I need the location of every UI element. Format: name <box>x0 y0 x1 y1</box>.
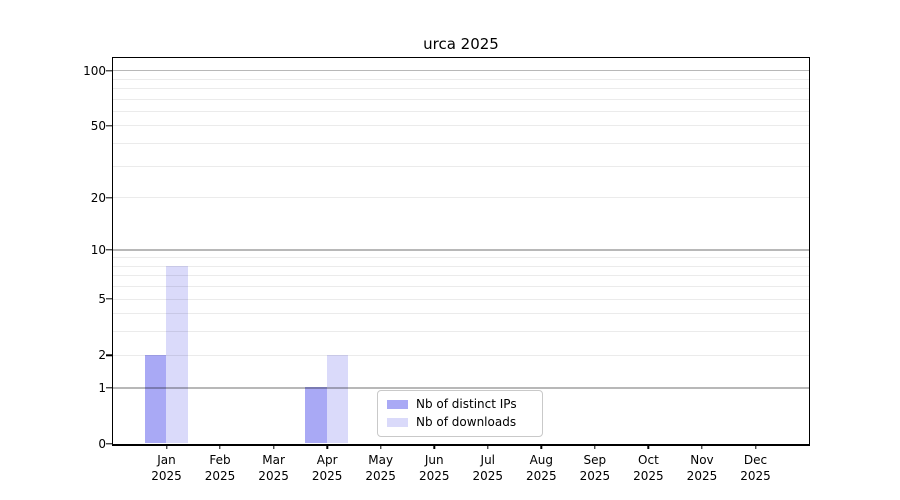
gridline-minor-4 <box>112 313 809 315</box>
x-tick-year: 2025 <box>579 468 611 483</box>
bar-downloads-apr <box>326 354 349 444</box>
y-tick-label-5: 5 <box>98 292 106 307</box>
gridline-major-100 <box>112 70 809 72</box>
y-tick-mark-0 <box>106 443 112 445</box>
gridline-minor-8 <box>112 265 809 267</box>
x-tick-month: May <box>368 453 394 467</box>
y-tick-mark-1 <box>106 387 112 389</box>
bar-distinct-ips-jan <box>144 354 166 444</box>
bar-downloads-jan <box>166 265 188 444</box>
x-tick-label-jul: Jul 2025 <box>472 453 503 484</box>
x-tick-mark-mar <box>272 444 275 449</box>
x-tick-mark-dec <box>754 444 757 449</box>
gridline-major-10 <box>112 249 809 251</box>
gridline-minor-70 <box>112 98 809 100</box>
gridline-minor-90 <box>112 78 809 80</box>
x-tick-label-nov: Nov 2025 <box>687 453 718 484</box>
x-tick-mark-jun <box>433 444 435 449</box>
x-tick-year: 2025 <box>472 468 504 483</box>
gridline-minor-3 <box>112 331 809 333</box>
chart-title: urca 2025 <box>423 35 499 53</box>
x-tick-month: Aug <box>529 453 554 467</box>
gridline-minor-40 <box>112 143 809 145</box>
x-tick-year: 2025 <box>526 468 557 483</box>
y-tick-mark-5 <box>106 298 112 300</box>
y-tick-label-50: 50 <box>90 118 106 133</box>
legend-label-downloads: Nb of downloads <box>416 415 517 429</box>
x-tick-month: Feb <box>209 453 231 467</box>
x-tick-mark-jul <box>487 444 489 449</box>
y-tick-label-0: 0 <box>98 437 106 451</box>
gridline-major-1 <box>112 387 809 389</box>
gridline-minor-7 <box>112 275 809 277</box>
x-tick-label-apr: Apr 2025 <box>312 453 343 484</box>
gridline-minor-2 <box>112 354 809 356</box>
y-tick-mark-10 <box>106 249 112 251</box>
x-tick-label-jan: Jan 2025 <box>151 453 182 484</box>
x-tick-label-dec: Dec 2025 <box>740 453 771 484</box>
x-tick-label-jun: Jun 2025 <box>419 453 450 484</box>
x-tick-month: Jun <box>424 453 444 467</box>
gridline-minor-30 <box>112 165 809 167</box>
x-tick-mark-oct <box>647 444 650 449</box>
x-tick-mark-jan <box>165 444 168 449</box>
y-tick-label-20: 20 <box>90 190 106 205</box>
x-tick-label-may: May 2025 <box>365 453 396 484</box>
x-tick-year: 2025 <box>151 468 182 483</box>
legend-item-downloads: Nb of downloads <box>387 416 533 429</box>
y-tick-label-100: 100 <box>83 63 106 78</box>
x-tick-month: Dec <box>743 453 768 467</box>
x-tick-year: 2025 <box>365 468 396 483</box>
y-tick-label-2: 2 <box>98 348 106 363</box>
gridline-minor-5 <box>112 298 809 300</box>
bar-distinct-ips-apr <box>305 387 327 444</box>
plot-area <box>111 56 810 446</box>
gridline-minor-6 <box>112 286 809 288</box>
x-tick-mark-apr <box>326 444 328 449</box>
x-tick-year: 2025 <box>311 468 343 483</box>
y-tick-mark-100 <box>106 69 112 72</box>
gridline-minor-9 <box>112 257 809 259</box>
x-tick-month: Sep <box>583 453 607 467</box>
legend-item-distinct-ips: Nb of distinct IPs <box>387 398 533 411</box>
x-tick-mark-feb <box>219 444 221 449</box>
y-tick-mark-2 <box>106 354 112 356</box>
gridline-minor-60 <box>112 110 809 112</box>
x-tick-mark-may <box>379 444 382 449</box>
x-tick-label-mar: Mar 2025 <box>258 453 289 484</box>
x-tick-month: Nov <box>690 453 714 467</box>
x-tick-mark-sep <box>594 444 596 449</box>
y-tick-mark-50 <box>106 125 112 127</box>
gridline-minor-20 <box>112 197 809 199</box>
x-tick-label-sep: Sep 2025 <box>580 453 611 484</box>
x-tick-label-aug: Aug 2025 <box>526 453 557 484</box>
x-tick-month: Jul <box>480 453 496 467</box>
y-tick-label-1: 1 <box>98 380 106 395</box>
x-tick-month: Oct <box>638 453 659 467</box>
plot-inner <box>112 58 809 444</box>
x-tick-mark-nov <box>701 444 703 449</box>
x-tick-label-oct: Oct 2025 <box>633 453 664 484</box>
x-tick-month: Jan <box>157 453 176 467</box>
x-tick-label-feb: Feb 2025 <box>205 453 236 484</box>
y-tick-mark-20 <box>106 196 112 199</box>
x-tick-year: 2025 <box>204 468 236 483</box>
x-tick-year: 2025 <box>686 468 718 483</box>
gridline-minor-80 <box>112 87 809 89</box>
x-tick-year: 2025 <box>258 468 289 483</box>
legend: Nb of distinct IPs Nb of downloads <box>377 390 543 437</box>
legend-swatch-downloads <box>387 418 408 427</box>
x-tick-year: 2025 <box>418 468 450 483</box>
legend-swatch-distinct-ips <box>387 400 408 409</box>
x-tick-month: Apr <box>316 453 338 467</box>
y-tick-label-10: 10 <box>90 242 106 257</box>
legend-label-distinct-ips: Nb of distinct IPs <box>416 397 517 411</box>
gridline-minor-50 <box>112 125 809 127</box>
x-tick-mark-aug <box>540 444 543 449</box>
x-tick-month: Mar <box>262 453 285 467</box>
x-tick-year: 2025 <box>633 468 664 483</box>
x-tick-year: 2025 <box>740 468 771 483</box>
